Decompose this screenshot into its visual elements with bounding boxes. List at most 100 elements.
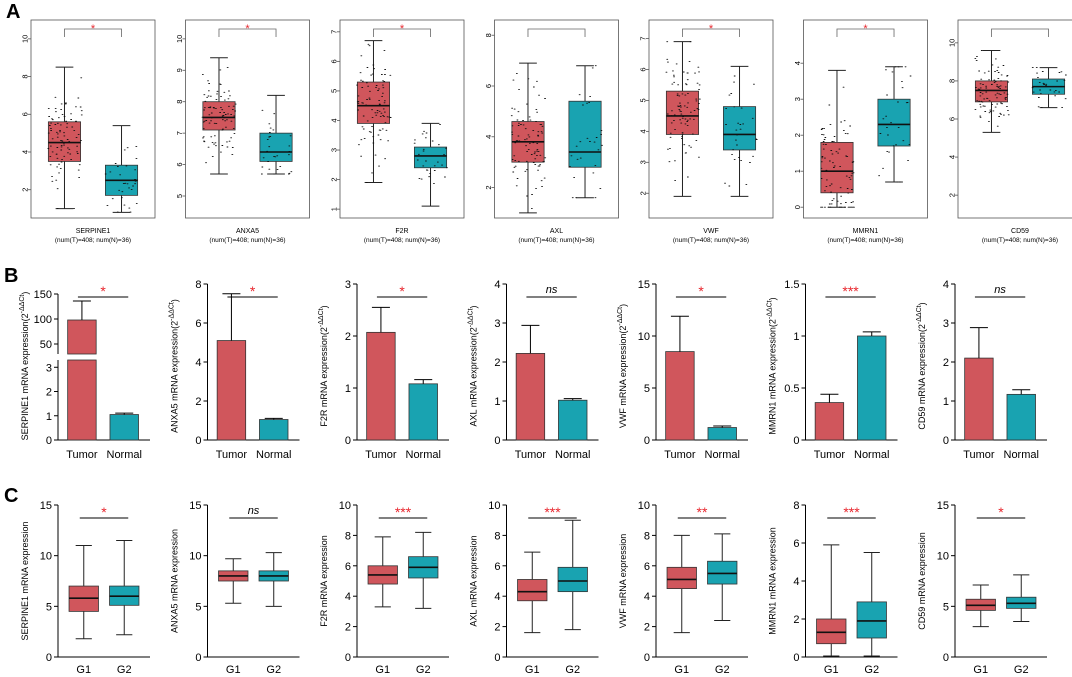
box-tumor-box [665, 90, 699, 135]
sig-bracket [991, 28, 1049, 37]
panel-c-plot-mmrn1: 0 2 4 6 8 *** G1 G2 MMRN1 mRNA expression [768, 500, 898, 676]
box-normal [105, 125, 139, 213]
panel-a-plot-vwf: 2 3 4 5 6 7 * VWF (num(T)=408; num(N)=36) [639, 19, 774, 244]
bar-normal [707, 427, 737, 441]
x-sample-caption: (num(T)=408; num(N)=36) [982, 237, 1058, 244]
y-tick-label: 3 [793, 97, 802, 101]
y-tick-label: 0 [793, 435, 799, 447]
box-tumor [47, 66, 82, 210]
jitter-points-tumor [356, 43, 392, 183]
y-tick-label: 2 [494, 357, 500, 369]
panel-c-plot-cd59: 0 5 10 15 * G1 G2 CD59 mRNA expression [917, 500, 1047, 676]
y-tick-label: 4 [345, 591, 351, 603]
jitter-points-normal [878, 66, 912, 183]
y-tick-label: 150 [34, 289, 52, 301]
y-tick-label: 6 [644, 561, 650, 573]
y-tick-label: 0 [46, 435, 52, 447]
y-axis-title: SERPINE1 mRNA expression [20, 521, 30, 640]
y-tick-label: 8 [175, 100, 184, 104]
sig-label: ns [546, 284, 558, 296]
box-normal-box [568, 100, 602, 168]
y-tick-label: 6 [484, 84, 493, 88]
sig-label: * [101, 504, 107, 520]
box-g1 [965, 584, 996, 628]
y-tick-label: 7 [639, 36, 648, 40]
bar-tumor-lower [67, 359, 97, 441]
box-normal [1032, 67, 1066, 109]
box-normal [877, 66, 911, 183]
y-tick-label: 8 [195, 279, 201, 291]
y-tick-label: 4 [494, 279, 500, 291]
y-tick-label: 10 [488, 500, 500, 512]
y-tick-label: 4 [943, 279, 949, 291]
jitter-points-normal [104, 146, 138, 213]
bar-normal [259, 419, 289, 441]
y-axis-title: AXL mRNA expression [469, 535, 479, 626]
box-g2 [109, 539, 140, 636]
x-tick-label-normal: Normal [1004, 449, 1039, 461]
panel-a-frame [803, 19, 928, 219]
panel-a-plot-anxa5: 5 6 7 8 9 10 * ANXA5 (num(T)=408; num(N)=36) [175, 19, 310, 244]
sig-bracket-line [527, 28, 586, 37]
y-tick-label: 2 [195, 396, 201, 408]
x-tick-label-g1: G1 [375, 664, 390, 676]
y-tick-label: 4 [195, 357, 201, 369]
y-tick-label: 2 [46, 387, 52, 399]
sig-bracket-line [682, 28, 740, 37]
panel-b-plot-axl: 0 1 2 3 4 ns Tumor Normal AXL mRNA expression(2-… [468, 279, 599, 461]
y-tick-label: 1 [793, 169, 802, 173]
x-tick-label-tumor: Tumor [66, 449, 98, 461]
sig-bracket-label: * [863, 23, 868, 35]
y-tick-label: 2 [639, 191, 648, 195]
x-gene-label: VWF [703, 228, 719, 235]
y-tick-label: 7 [175, 131, 184, 135]
bar-normal [857, 335, 887, 441]
y-tick-label: 2 [943, 357, 949, 369]
jitter-points-tumor [974, 50, 1010, 127]
x-tick-label-g1: G1 [973, 664, 988, 676]
sig-bracket-line [64, 28, 122, 37]
sig-label: ns [248, 505, 260, 517]
box-g2 [258, 552, 289, 607]
y-tick-label: 10 [189, 551, 201, 563]
x-sample-caption: (num(T)=408; num(N)=36) [364, 237, 440, 244]
box-g2 [557, 519, 588, 631]
y-tick-label: 0.5 [784, 383, 799, 395]
panel-c-plot-anxa5: 0 5 10 15 ns G1 G2 ANXA5 mRNA expression [170, 500, 300, 676]
panel-a-frame [339, 19, 465, 219]
y-axis-title: ANXA5 mRNA expression [170, 529, 180, 633]
sig-label: * [100, 283, 106, 299]
bar-normal [109, 414, 139, 441]
sig-bracket-label: * [400, 23, 405, 35]
y-tick-label: 15 [40, 500, 52, 512]
y-axis-title: VWF mRNA expression [618, 534, 628, 629]
sig-label: * [998, 504, 1004, 520]
y-tick-label: 15 [189, 500, 201, 512]
panel-a-frame [185, 19, 310, 219]
y-tick-label: 8 [948, 79, 957, 83]
box-normal-box [723, 106, 757, 151]
box-g2 [707, 533, 738, 622]
panel-b-plot-mmrn1: 0 0.5 1 1.5 *** Tumor Normal MMRN1 mRNA express… [767, 279, 898, 461]
x-gene-label: MMRN1 [853, 228, 879, 235]
box-normal [259, 94, 293, 175]
box-tumor-box [202, 101, 236, 131]
sig-label: ns [994, 284, 1006, 296]
sig-bracket: * [836, 23, 895, 37]
bar-tumor [665, 351, 695, 441]
bar-tumor [814, 402, 845, 441]
box-g1 [68, 545, 99, 640]
y-axis-title: F2R mRNA expression(2-ΔΔCt) [318, 305, 329, 426]
y-tick-label: 1 [345, 383, 351, 395]
x-tick-label-normal: Normal [854, 449, 889, 461]
y-tick-label: 2 [948, 193, 957, 197]
y-tick-label: 2 [793, 614, 799, 626]
box-normal-box [413, 146, 448, 169]
y-tick-label: 15 [638, 279, 650, 291]
y-tick-label: 2 [494, 622, 500, 634]
x-tick-label-tumor: Tumor [365, 449, 397, 461]
bar-tumor [515, 353, 546, 441]
panel-b-plot-f2r: 0 1 2 3 * Tumor Normal F2R mRNA expression(2-ΔΔ… [318, 279, 449, 461]
